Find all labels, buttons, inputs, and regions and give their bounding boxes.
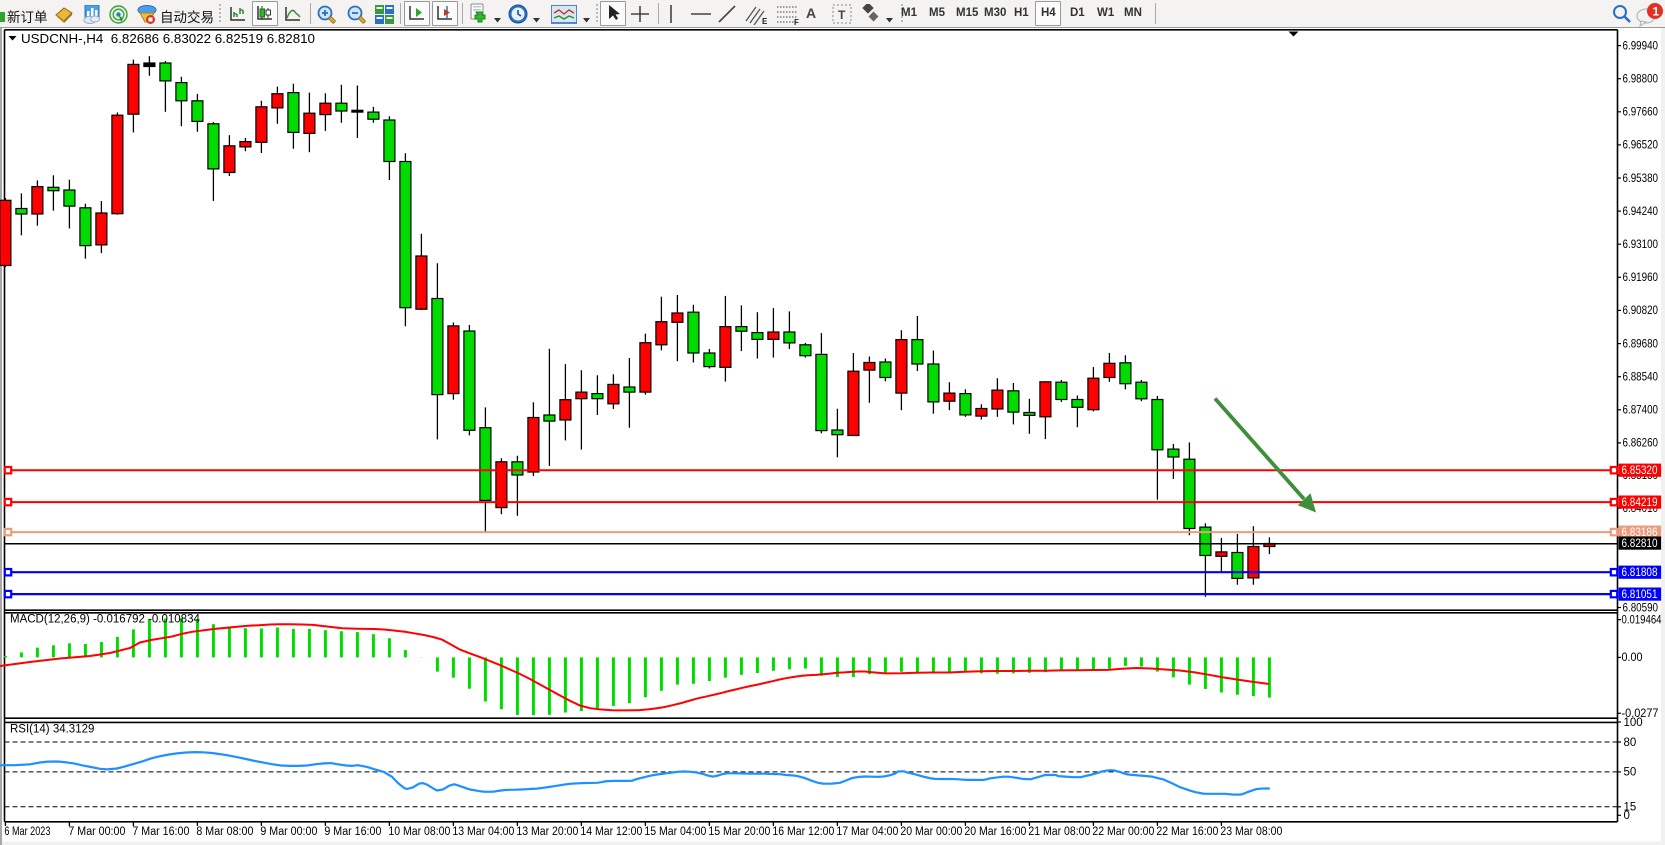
svg-text:6.98800: 6.98800 xyxy=(1623,74,1659,86)
svg-text:23 Mar 08:00: 23 Mar 08:00 xyxy=(1220,826,1282,838)
svg-text:0: 0 xyxy=(1624,810,1630,822)
svg-text:0.019464: 0.019464 xyxy=(1622,614,1663,626)
svg-text:6.89680: 6.89680 xyxy=(1623,338,1659,350)
svg-text:RSI(14) 34.3129: RSI(14) 34.3129 xyxy=(10,724,94,736)
svg-text:13 Mar 20:00: 13 Mar 20:00 xyxy=(516,826,578,838)
svg-text:9 Mar 00:00: 9 Mar 00:00 xyxy=(260,826,317,838)
svg-text:6.82810: 6.82810 xyxy=(1622,538,1658,550)
svg-text:13 Mar 04:00: 13 Mar 04:00 xyxy=(452,826,514,838)
svg-text:6.93100: 6.93100 xyxy=(1623,239,1659,251)
svg-text:6.87400: 6.87400 xyxy=(1623,405,1659,417)
svg-text:F: F xyxy=(794,18,799,25)
svg-text:E: E xyxy=(762,17,768,25)
svg-text:6.86260: 6.86260 xyxy=(1623,438,1659,450)
svg-text:6.83186: 6.83186 xyxy=(1622,527,1658,539)
svg-text:6.96520: 6.96520 xyxy=(1623,140,1659,152)
svg-text:6.88540: 6.88540 xyxy=(1623,372,1659,384)
svg-text:6.94240: 6.94240 xyxy=(1623,206,1659,218)
svg-text:6.81808: 6.81808 xyxy=(1622,567,1658,579)
svg-text:20 Mar 16:00: 20 Mar 16:00 xyxy=(964,826,1026,838)
svg-text:USDCNH-,H4 6.82686 6.83022 6.: USDCNH-,H4 6.82686 6.83022 6.82519 6.828… xyxy=(21,32,315,46)
svg-text:6.84219: 6.84219 xyxy=(1622,497,1658,509)
svg-text:6.90820: 6.90820 xyxy=(1623,305,1659,317)
svg-text:50: 50 xyxy=(1624,767,1637,779)
svg-text:22 Mar 00:00: 22 Mar 00:00 xyxy=(1092,826,1154,838)
svg-text:7 Mar 00:00: 7 Mar 00:00 xyxy=(68,826,125,838)
svg-text:15 Mar 20:00: 15 Mar 20:00 xyxy=(708,826,770,838)
svg-text:9 Mar 16:00: 9 Mar 16:00 xyxy=(324,826,381,838)
svg-text:6.80590: 6.80590 xyxy=(1623,602,1659,614)
svg-text:100: 100 xyxy=(1624,717,1643,729)
svg-text:6.97660: 6.97660 xyxy=(1623,107,1659,119)
svg-text:21 Mar 08:00: 21 Mar 08:00 xyxy=(1028,826,1090,838)
svg-text:80: 80 xyxy=(1624,737,1637,749)
svg-text:-0.0277: -0.0277 xyxy=(1622,708,1659,720)
svg-text:6.85320: 6.85320 xyxy=(1622,465,1658,477)
svg-text:8 Mar 08:00: 8 Mar 08:00 xyxy=(196,826,253,838)
svg-text:1: 1 xyxy=(1653,5,1660,19)
svg-text:7 Mar 16:00: 7 Mar 16:00 xyxy=(132,826,189,838)
svg-text:17 Mar 04:00: 17 Mar 04:00 xyxy=(836,826,898,838)
svg-text:14 Mar 12:00: 14 Mar 12:00 xyxy=(580,826,642,838)
svg-text:16 Mar 12:00: 16 Mar 12:00 xyxy=(772,826,834,838)
svg-text:10 Mar 08:00: 10 Mar 08:00 xyxy=(388,826,450,838)
svg-text:6.91960: 6.91960 xyxy=(1623,272,1659,284)
svg-text:6 Mar 2023: 6 Mar 2023 xyxy=(4,826,50,838)
svg-text:MACD(12,26,9) -0.016792 -0.010: MACD(12,26,9) -0.016792 -0.010834 xyxy=(10,614,200,626)
svg-text:6.81051: 6.81051 xyxy=(1622,589,1658,601)
svg-text:20 Mar 00:00: 20 Mar 00:00 xyxy=(900,826,962,838)
svg-text:0.00: 0.00 xyxy=(1622,652,1643,664)
svg-text:T: T xyxy=(838,8,846,22)
svg-text:15 Mar 04:00: 15 Mar 04:00 xyxy=(644,826,706,838)
svg-text:6.99940: 6.99940 xyxy=(1623,40,1659,52)
svg-text:22 Mar 16:00: 22 Mar 16:00 xyxy=(1156,826,1218,838)
svg-text:6.95380: 6.95380 xyxy=(1623,173,1659,185)
svg-text:15: 15 xyxy=(1624,802,1637,814)
